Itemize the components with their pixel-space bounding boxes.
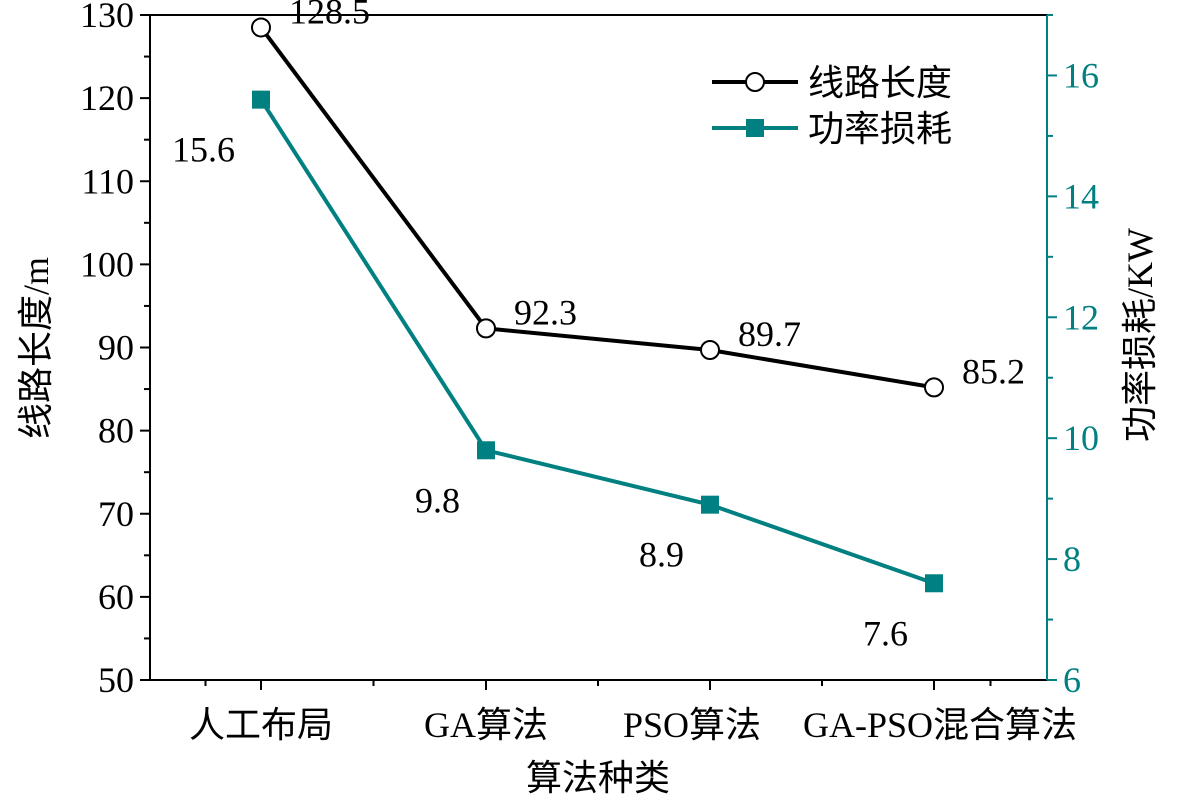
line-length-point [251, 17, 271, 38]
legend-marker-square-icon [746, 119, 764, 137]
category-label: GA算法 [424, 705, 548, 745]
left-tick-label: 130 [80, 0, 134, 35]
power-loss-data-label: 8.9 [639, 535, 684, 575]
power-loss-point [701, 495, 719, 514]
legend-label-length: 线路长度 [808, 63, 952, 103]
x-axis-ticks: 人工布局 GA算法 PSO算法 GA-PSO混合算法 [189, 680, 1077, 745]
line-length-data-label: 128.5 [289, 0, 370, 31]
legend-item-length: 线路长度 [712, 63, 952, 103]
left-axis-ticks: 50 60 70 80 90 100 110 120 130 [80, 0, 150, 700]
left-tick-label: 120 [80, 78, 134, 118]
left-tick-label: 50 [98, 660, 134, 700]
right-tick-label: 16 [1063, 55, 1099, 95]
legend: 线路长度 功率损耗 [712, 63, 952, 149]
data-labels-layer: 128.5 92.3 89.7 85.2 15.6 9.8 8.9 7.6 [172, 0, 1025, 653]
left-tick-label: 60 [98, 577, 134, 617]
right-tick-label: 14 [1063, 176, 1099, 216]
right-tick-label: 12 [1063, 297, 1099, 337]
left-axis-title: 线路长度/m [16, 257, 56, 439]
legend-item-power: 功率损耗 [712, 109, 952, 149]
power-loss-point [925, 574, 943, 593]
right-axis-title: 功率损耗/KW [1120, 228, 1160, 442]
power-loss-line [259, 98, 935, 586]
power-loss-point [477, 441, 495, 460]
line-length-point [476, 318, 496, 339]
line-length-data-label: 89.7 [738, 314, 801, 354]
power-loss-point [252, 90, 270, 109]
left-tick-label: 100 [80, 244, 134, 284]
left-tick-label: 90 [98, 328, 134, 368]
right-axis-ticks: 6 8 10 12 14 16 [1047, 14, 1099, 700]
right-tick-label: 6 [1063, 660, 1081, 700]
line-length-data-label: 92.3 [514, 292, 577, 332]
left-tick-label: 80 [98, 411, 134, 451]
category-label: 人工布局 [189, 705, 333, 745]
right-tick-label: 8 [1063, 539, 1081, 579]
x-axis-title: 算法种类 [526, 758, 670, 798]
left-tick-label: 70 [98, 494, 134, 534]
power-loss-data-label: 9.8 [415, 480, 460, 520]
line-length-point [700, 339, 720, 360]
power-loss-data-label: 7.6 [863, 613, 908, 653]
legend-label-power: 功率损耗 [808, 109, 952, 149]
power-loss-data-label: 15.6 [172, 130, 235, 170]
right-tick-label: 10 [1063, 418, 1099, 458]
series-layer [251, 17, 944, 593]
left-tick-label: 110 [81, 161, 134, 201]
legend-marker-circle-icon [745, 72, 765, 92]
line-length-point [924, 377, 944, 398]
line-length-data-label: 85.2 [962, 351, 1025, 391]
category-label: PSO算法 [623, 705, 761, 745]
category-label: GA-PSO混合算法 [803, 705, 1077, 745]
line-length-line [259, 26, 935, 390]
